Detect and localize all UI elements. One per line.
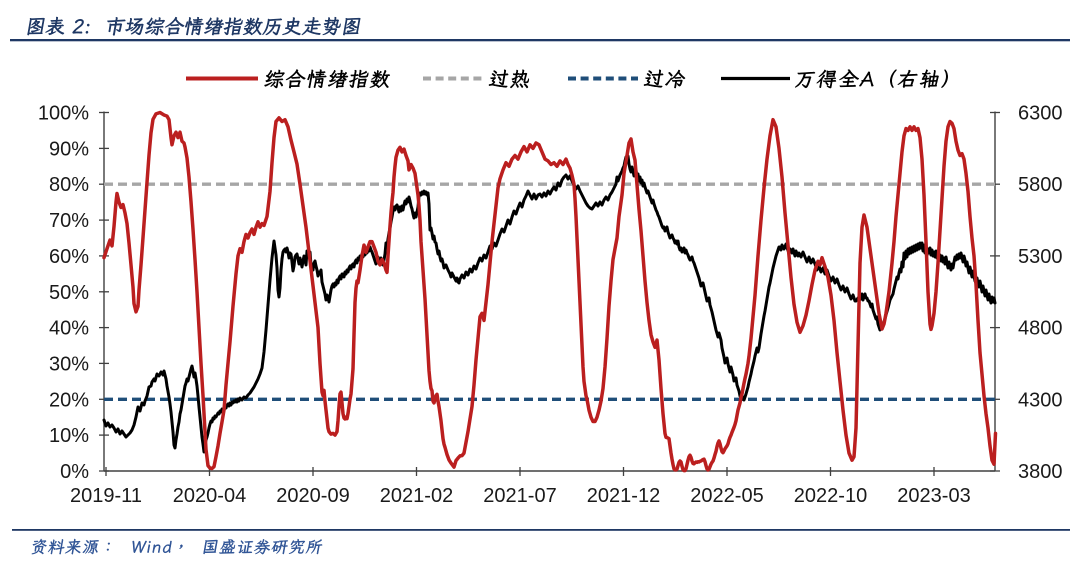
svg-text:5800: 5800: [1018, 174, 1063, 196]
svg-text:50%: 50%: [49, 282, 89, 304]
svg-text:2021-12: 2021-12: [587, 485, 660, 507]
svg-text:30%: 30%: [49, 353, 89, 375]
svg-text:40%: 40%: [49, 318, 89, 340]
svg-text:60%: 60%: [49, 246, 89, 268]
svg-text:2019-11: 2019-11: [70, 485, 142, 507]
svg-text:4800: 4800: [1018, 318, 1063, 340]
svg-text:80%: 80%: [49, 174, 89, 196]
svg-text:6300: 6300: [1018, 103, 1063, 125]
svg-text:0%: 0%: [60, 461, 89, 483]
svg-text:90%: 90%: [49, 138, 89, 160]
svg-text:10%: 10%: [49, 425, 89, 447]
svg-text:2021-07: 2021-07: [483, 485, 556, 507]
svg-text:2022-05: 2022-05: [690, 485, 763, 507]
svg-text:100%: 100%: [38, 103, 89, 125]
svg-text:2021-02: 2021-02: [380, 485, 453, 507]
svg-text:3800: 3800: [1018, 461, 1063, 483]
svg-text:4300: 4300: [1018, 389, 1063, 411]
svg-text:5300: 5300: [1018, 246, 1063, 268]
svg-text:20%: 20%: [49, 389, 89, 411]
svg-text:2023-03: 2023-03: [897, 485, 970, 507]
svg-text:2020-04: 2020-04: [173, 485, 246, 507]
svg-text:2022-10: 2022-10: [794, 485, 867, 507]
svg-text:70%: 70%: [49, 210, 89, 232]
svg-text:2020-09: 2020-09: [276, 485, 349, 507]
